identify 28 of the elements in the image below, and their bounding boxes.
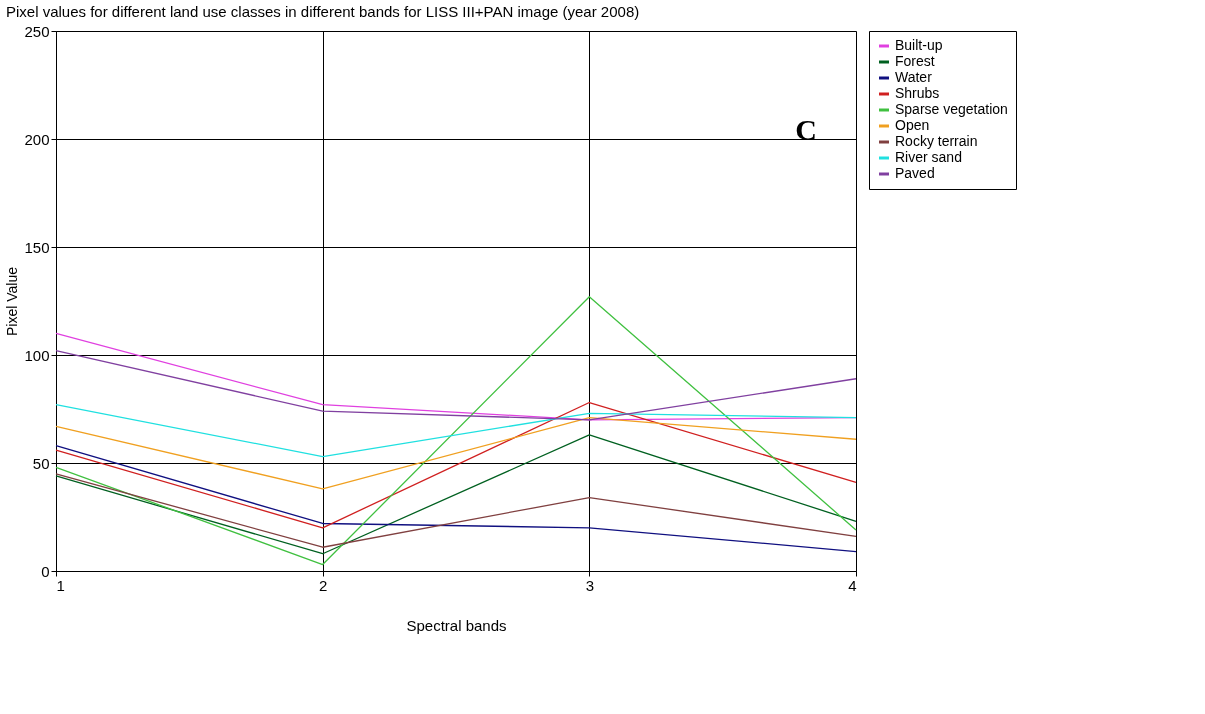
legend-label: Paved xyxy=(895,165,935,181)
y-tick-label: 150 xyxy=(24,238,50,256)
y-tick-label: 0 xyxy=(41,562,50,580)
chart-title: Pixel values for different land use classes in different bands for LISS III+PAN image (year 2008) xyxy=(5,3,640,20)
line-series xyxy=(55,416,857,490)
legend-label: Rocky terrain xyxy=(895,133,978,149)
line-series xyxy=(55,404,857,458)
y-tick-label: 200 xyxy=(24,130,50,148)
x-tick-label: 3 xyxy=(585,576,595,594)
x-tick-label: 4 xyxy=(848,576,857,594)
legend-label: Forest xyxy=(895,53,935,69)
y-tick-label: 50 xyxy=(32,454,50,472)
line-series xyxy=(55,296,857,566)
line-series xyxy=(55,350,857,421)
line-series xyxy=(55,401,857,529)
legend-label: River sand xyxy=(895,149,962,165)
x-tick-label: 1 xyxy=(56,576,65,594)
y-tick-label: 100 xyxy=(24,346,50,364)
legend-label: Shrubs xyxy=(895,85,940,101)
legend-label: Built-up xyxy=(895,37,943,53)
x-axis-title: Spectral bands xyxy=(406,616,507,634)
x-tick-label: 2 xyxy=(318,576,328,594)
y-tick-label: 250 xyxy=(24,22,50,40)
y-axis-title: Pixel Value xyxy=(4,266,21,337)
line-series xyxy=(55,473,857,548)
legend-label: Sparse vegetation xyxy=(895,101,1008,117)
legend-label: Open xyxy=(895,117,930,133)
legend-label: Water xyxy=(895,69,933,85)
